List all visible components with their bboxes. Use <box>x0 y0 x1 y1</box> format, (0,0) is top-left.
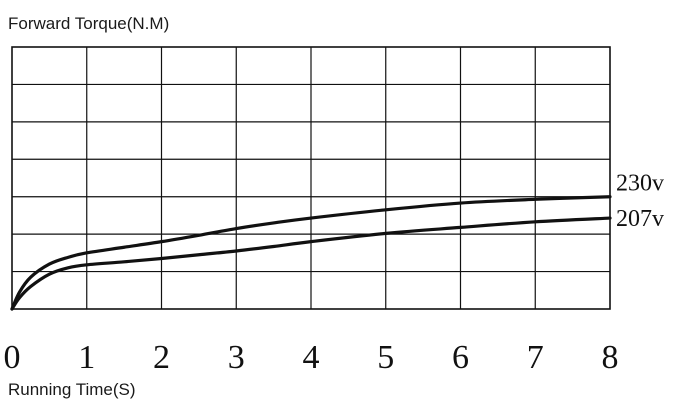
series-labels: 230v 207v <box>616 171 664 232</box>
x-tick-label: 1 <box>78 339 95 376</box>
series-group <box>10 195 612 311</box>
x-tick-label: 3 <box>228 339 245 376</box>
series-line-230v <box>10 195 612 311</box>
series-line-207v <box>10 216 612 311</box>
x-tick-label: 2 <box>153 339 170 376</box>
x-tick-label: 8 <box>602 339 619 376</box>
x-axis-title: Running Time(S) <box>8 380 136 399</box>
x-tick-label: 4 <box>303 339 320 376</box>
series-label-207v: 207v <box>616 206 664 232</box>
grid <box>11 46 611 310</box>
series-label-230v: 230v <box>616 171 664 197</box>
x-tick-label: 6 <box>452 339 469 376</box>
y-axis-title: Forward Torque(N.M) <box>8 14 169 33</box>
x-tick-label: 7 <box>527 339 544 376</box>
x-tick-label: 5 <box>377 339 394 376</box>
x-tick-label: 0 <box>4 339 21 376</box>
x-tick-labels: 0 1 2 3 4 5 6 7 8 <box>4 339 619 376</box>
